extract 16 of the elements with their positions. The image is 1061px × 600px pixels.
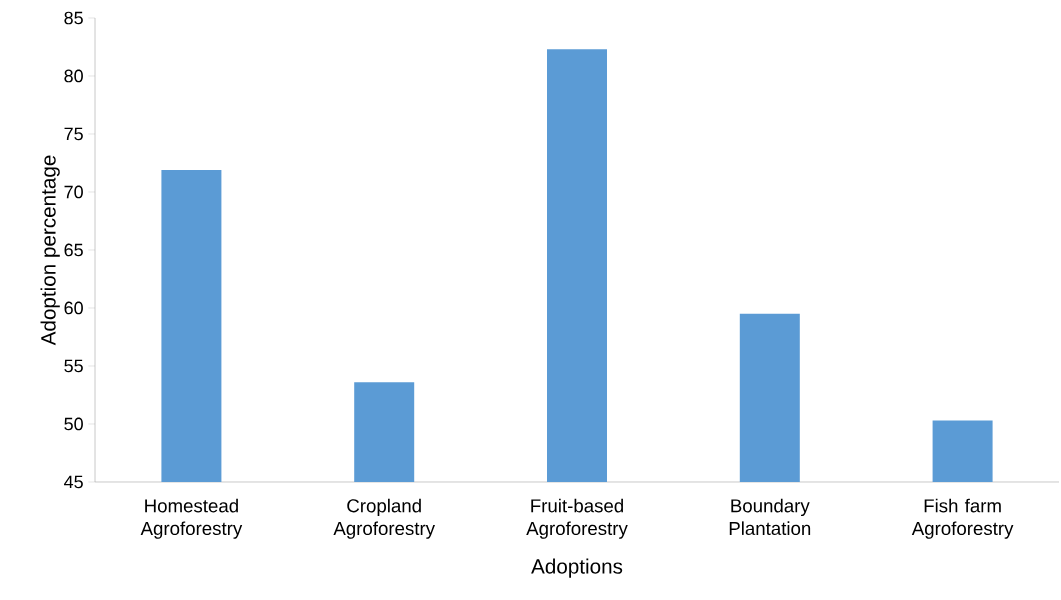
y-tick-label: 75 [64,127,83,141]
y-tick-label: 50 [64,417,83,431]
x-tick-label: Fish farm Agroforestry [911,498,1014,539]
y-tick-label: 80 [64,69,83,83]
y-axis-title: Adoption percentage [40,155,60,346]
y-tick-label: 85 [64,11,83,25]
x-axis-title: Adoptions [531,558,623,578]
x-tick-label: Boundary Plantation [729,498,811,536]
y-tick-label: 65 [64,243,83,257]
y-tick-label: 55 [64,359,83,373]
y-tick-label: 70 [64,185,83,199]
y-tick-label: 60 [64,301,83,315]
x-tick-label: Homestead Agroforestry [140,498,243,539]
y-tick-label: 45 [64,475,83,489]
x-tick-label: Cropland Agroforestry [333,498,435,539]
x-tick-label: Fruit-based Agroforestry [526,498,628,539]
